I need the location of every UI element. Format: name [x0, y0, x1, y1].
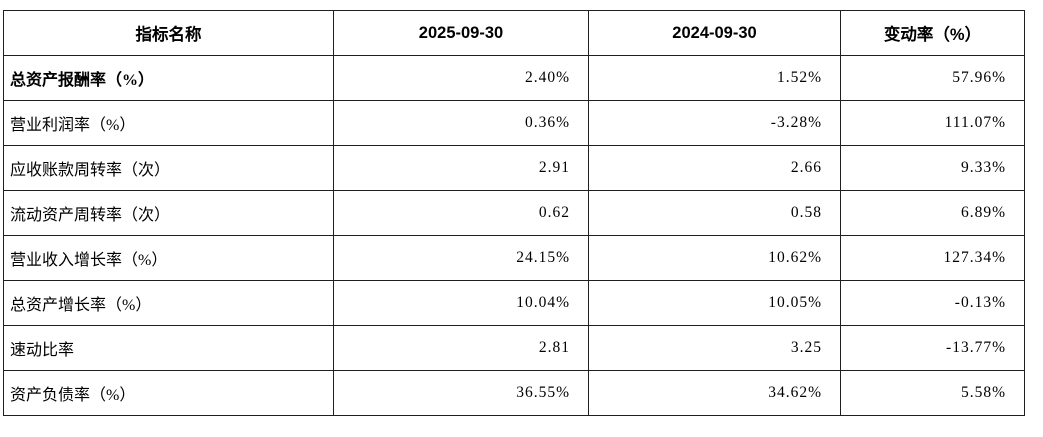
table-row: 总资产报酬率（%） 2.40% 1.52% 57.96% [3, 55, 1025, 101]
value-2025-cell: 2.40% [333, 55, 589, 101]
value-2024-cell: 34.62% [588, 370, 841, 416]
value-2024-cell: 0.58 [588, 190, 841, 236]
value-2024-cell: 3.25 [588, 325, 841, 371]
indicator-name-cell: 应收账款周转率（次） [3, 145, 334, 191]
table-row: 营业利润率（%） 0.36% -3.28% 111.07% [3, 100, 1025, 146]
value-2024-cell: 1.52% [588, 55, 841, 101]
table-row: 资产负债率（%） 36.55% 34.62% 5.58% [3, 370, 1025, 416]
value-2025-cell: 0.36% [333, 100, 589, 146]
column-header-2024-09-30: 2024-09-30 [588, 10, 841, 56]
change-rate-cell: 57.96% [840, 55, 1025, 101]
value-2025-cell: 0.62 [333, 190, 589, 236]
financial-indicators-table: 指标名称 2025-09-30 2024-09-30 变动率（%） 总资产报酬率… [3, 10, 1025, 416]
indicator-name-cell: 总资产报酬率（%） [3, 55, 334, 101]
value-2024-cell: 10.62% [588, 235, 841, 281]
value-2024-cell: 10.05% [588, 280, 841, 326]
column-header-change-rate: 变动率（%） [840, 10, 1025, 56]
indicator-name-cell: 总资产增长率（%） [3, 280, 334, 326]
indicator-name-cell: 营业利润率（%） [3, 100, 334, 146]
change-rate-cell: -13.77% [840, 325, 1025, 371]
value-2025-cell: 10.04% [333, 280, 589, 326]
value-2025-cell: 2.81 [333, 325, 589, 371]
indicator-name-cell: 速动比率 [3, 325, 334, 371]
value-2025-cell: 24.15% [333, 235, 589, 281]
value-2024-cell: 2.66 [588, 145, 841, 191]
indicator-name-cell: 营业收入增长率（%） [3, 235, 334, 281]
table-row: 速动比率 2.81 3.25 -13.77% [3, 325, 1025, 371]
change-rate-cell: 111.07% [840, 100, 1025, 146]
column-header-indicator-name: 指标名称 [3, 10, 334, 56]
indicator-name-cell: 流动资产周转率（次） [3, 190, 334, 236]
column-header-2025-09-30: 2025-09-30 [333, 10, 589, 56]
change-rate-cell: 5.58% [840, 370, 1025, 416]
change-rate-cell: 127.34% [840, 235, 1025, 281]
change-rate-cell: 9.33% [840, 145, 1025, 191]
table-row: 应收账款周转率（次） 2.91 2.66 9.33% [3, 145, 1025, 191]
value-2024-cell: -3.28% [588, 100, 841, 146]
value-2025-cell: 36.55% [333, 370, 589, 416]
table-row: 流动资产周转率（次） 0.62 0.58 6.89% [3, 190, 1025, 236]
table-row: 营业收入增长率（%） 24.15% 10.62% 127.34% [3, 235, 1025, 281]
table-row: 总资产增长率（%） 10.04% 10.05% -0.13% [3, 280, 1025, 326]
change-rate-cell: -0.13% [840, 280, 1025, 326]
change-rate-cell: 6.89% [840, 190, 1025, 236]
table-header-row: 指标名称 2025-09-30 2024-09-30 变动率（%） [3, 10, 1025, 56]
indicator-name-cell: 资产负债率（%） [3, 370, 334, 416]
value-2025-cell: 2.91 [333, 145, 589, 191]
